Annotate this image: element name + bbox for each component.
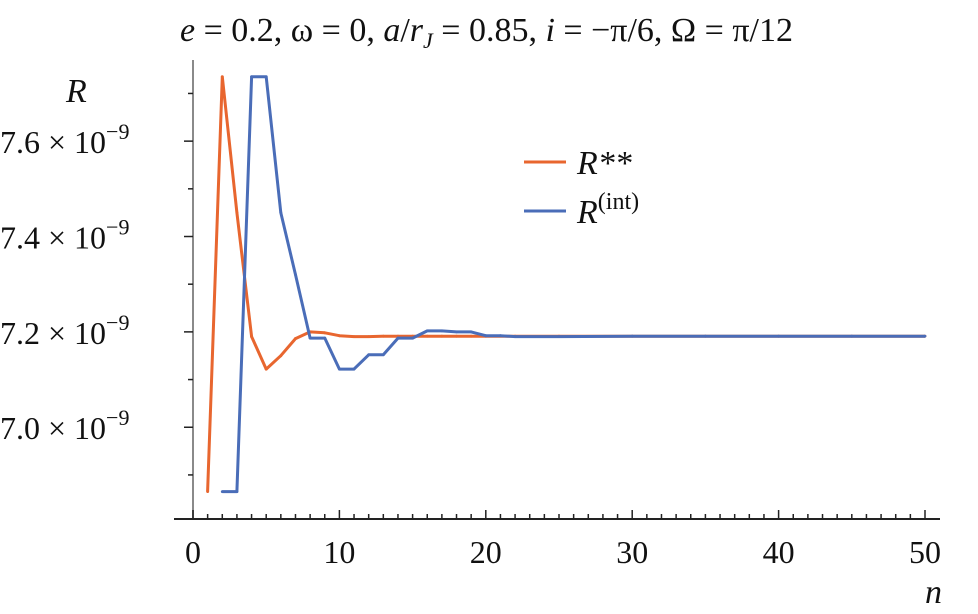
title-i: i (545, 12, 554, 49)
y-tick-label: 7.6 × 10−9 (0, 119, 129, 160)
data-point-r-int (425, 329, 429, 333)
data-point-r-double-star (279, 354, 283, 358)
data-point-r-double-star (323, 331, 327, 335)
data-point-r-double-star (469, 334, 473, 338)
x-tick-label: 20 (470, 534, 502, 570)
y-tick-exponent: −9 (106, 405, 129, 430)
data-point-r-double-star (455, 334, 458, 338)
title-e: e (180, 12, 195, 49)
x-tick-label: 40 (763, 534, 795, 570)
series-line-r-int (222, 75, 925, 494)
data-point-r-int (235, 490, 239, 494)
y-axis-label: R (65, 73, 87, 110)
data-point-r-int (499, 334, 502, 338)
legend-label: R** (576, 145, 632, 182)
y-tick-label: 7.4 × 10−9 (0, 215, 129, 256)
data-point-r-double-star (220, 75, 224, 79)
data-point-r-double-star (235, 211, 239, 215)
data-point-r-int (411, 336, 414, 340)
legend-label: R(int) (576, 189, 639, 231)
data-point-r-int (396, 336, 400, 340)
legend-label-superscript: (int) (598, 189, 639, 215)
title-ratio-value: = 0.85, (433, 12, 546, 49)
title-e-value: = 0.2, ω = 0, (195, 12, 383, 49)
title-slash: / (400, 12, 410, 49)
data-point-r-int (484, 334, 488, 338)
data-point-r-int (704, 334, 707, 338)
data-point-r-int (850, 334, 854, 338)
data-point-r-double-star (264, 367, 268, 371)
x-tick-label: 50 (909, 534, 941, 570)
data-point-r-int (338, 367, 341, 371)
data-point-r-double-star (381, 334, 385, 338)
y-tick-exponent: −9 (106, 119, 129, 144)
data-point-r-double-star (352, 335, 356, 339)
data-point-r-int (923, 334, 927, 338)
title-r-subscript: J (423, 28, 434, 53)
data-point-r-int (279, 211, 283, 215)
title-angles: = −π/6, Ω = π/12 (555, 12, 793, 49)
y-tick-exponent: −9 (106, 310, 129, 335)
legend-label-main: R (576, 194, 598, 231)
data-point-r-int (777, 334, 780, 338)
data-point-r-int (440, 329, 444, 333)
y-tick-mantissa: 7.2 × 10 (0, 315, 106, 351)
data-point-r-int (294, 273, 297, 277)
y-tick-label: 7.0 × 10−9 (0, 405, 129, 446)
data-point-r-int (381, 353, 385, 357)
data-point-r-double-star (440, 334, 444, 338)
data-point-r-int (323, 336, 327, 340)
y-tick-mantissa: 7.6 × 10 (0, 124, 106, 160)
data-point-r-double-star (425, 334, 429, 338)
series-line-r-double-star (206, 75, 925, 492)
data-point-r-int (250, 75, 253, 79)
y-tick-label: 7.2 × 10−9 (0, 310, 129, 351)
chart-title: e = 0.2, ω = 0, a/rJ = 0.85, i = −π/6, Ω… (180, 12, 793, 53)
data-point-r-int (469, 330, 473, 334)
x-axis-label: n (925, 574, 942, 611)
x-tick-label: 10 (323, 534, 355, 570)
data-point-r-double-star (206, 490, 210, 494)
data-point-r-int (557, 335, 561, 339)
legend-label-superscript: ** (598, 145, 632, 182)
x-tick-label: 30 (616, 534, 648, 570)
y-tick-exponent: −9 (106, 215, 129, 240)
data-point-r-int (220, 490, 224, 494)
legend-label-main: R (576, 145, 598, 182)
data-point-r-int (513, 335, 517, 339)
y-tick-mantissa: 7.0 × 10 (0, 410, 106, 446)
legend: R**R(int) (524, 145, 639, 231)
data-point-r-int (352, 367, 356, 371)
data-point-r-int (308, 336, 312, 340)
data-point-r-int (367, 353, 371, 357)
y-tick-mantissa: 7.4 × 10 (0, 220, 106, 256)
title-a: a (383, 12, 400, 49)
axes: 0 10 20 30 40 507.0 × 10−97.2 × 10−97.4 × 10−… (0, 60, 941, 570)
data-point-r-double-star (250, 335, 253, 339)
data-point-r-int (630, 334, 634, 338)
title-r: r (410, 12, 424, 49)
series-layer (206, 75, 927, 494)
data-point-r-double-star (367, 335, 371, 339)
data-point-r-int (455, 330, 458, 334)
data-point-r-double-star (338, 334, 341, 338)
x-tick-label: 0 (185, 534, 201, 570)
data-point-r-int (264, 75, 268, 79)
data-point-r-double-star (294, 337, 297, 340)
